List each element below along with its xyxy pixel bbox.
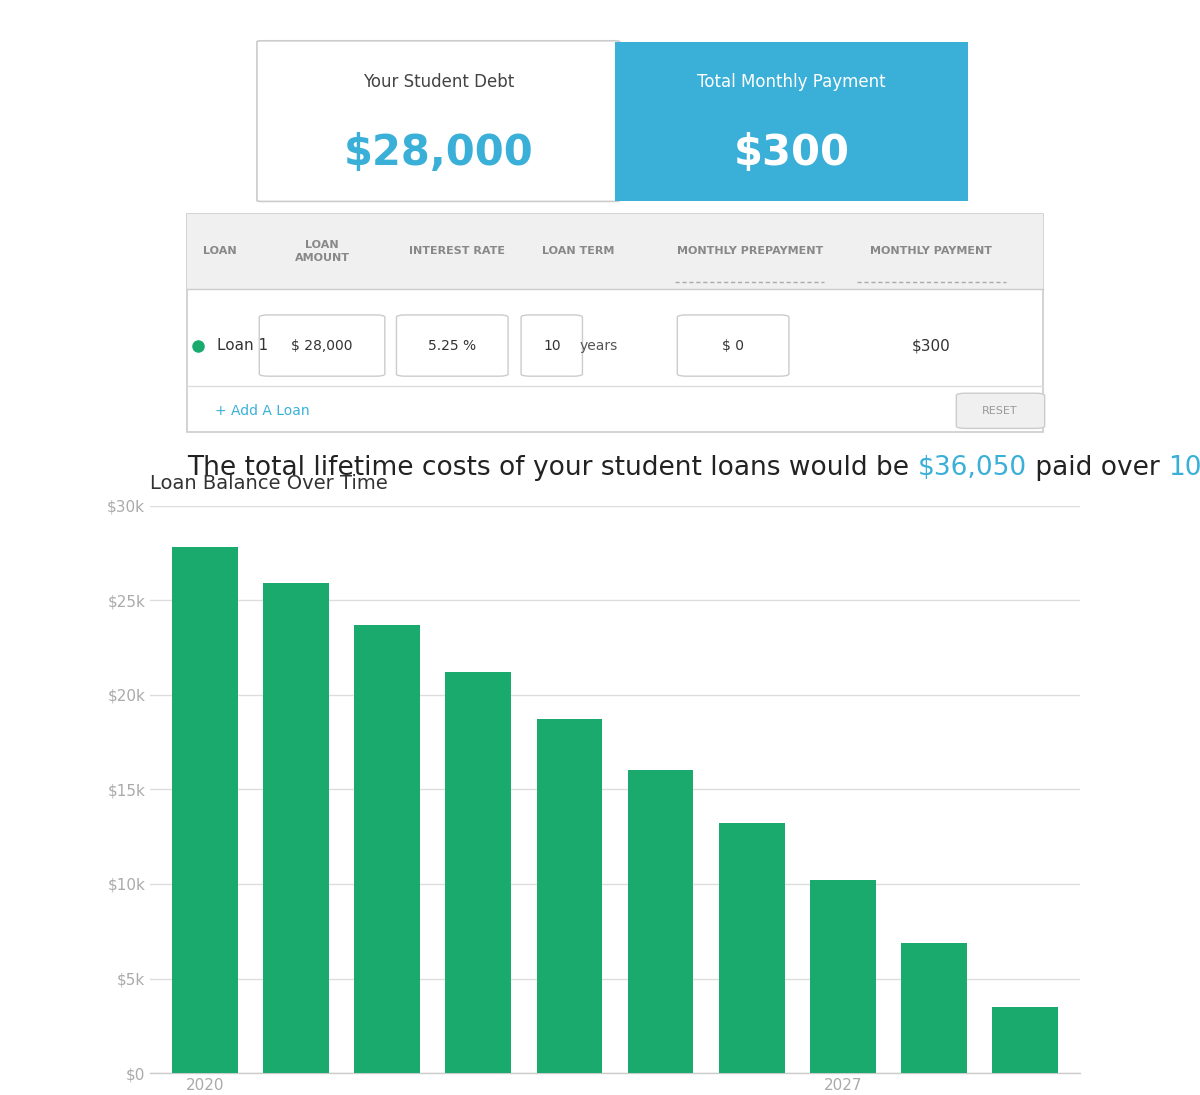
Text: 10: 10 (542, 338, 560, 353)
FancyBboxPatch shape (257, 41, 619, 201)
FancyBboxPatch shape (259, 315, 385, 377)
Text: MONTHLY PREPAYMENT: MONTHLY PREPAYMENT (677, 246, 823, 256)
Text: MONTHLY PAYMENT: MONTHLY PAYMENT (870, 246, 992, 256)
Text: Total Monthly Payment: Total Monthly Payment (697, 73, 886, 91)
Bar (187, 214, 1043, 289)
Bar (901, 943, 967, 1073)
Text: INTEREST RATE: INTEREST RATE (409, 246, 505, 256)
Text: + Add A Loan: + Add A Loan (215, 404, 310, 418)
Text: The total lifetime costs of your student loans would be: The total lifetime costs of your student… (187, 454, 918, 481)
FancyBboxPatch shape (521, 315, 582, 377)
Text: paid over: paid over (1027, 454, 1168, 481)
Text: LOAN TERM: LOAN TERM (541, 246, 614, 256)
Text: $28,000: $28,000 (343, 131, 533, 174)
Text: LOAN: LOAN (203, 246, 236, 256)
Text: LOAN
AMOUNT: LOAN AMOUNT (294, 240, 349, 263)
Text: Loan Balance Over Time: Loan Balance Over Time (150, 474, 388, 493)
Text: 10: 10 (1168, 454, 1200, 481)
Bar (616, 42, 968, 200)
Bar (172, 548, 238, 1073)
Text: years: years (580, 338, 618, 353)
Text: RESET: RESET (983, 406, 1018, 416)
Bar (810, 880, 876, 1073)
Text: $300: $300 (912, 338, 950, 353)
Text: $ 0: $ 0 (722, 338, 744, 353)
Text: $ 28,000: $ 28,000 (292, 338, 353, 353)
Bar (445, 672, 511, 1073)
Text: $36,050: $36,050 (918, 454, 1027, 481)
FancyBboxPatch shape (956, 393, 1045, 428)
Bar (263, 584, 329, 1073)
Bar (354, 625, 420, 1073)
Bar (536, 719, 602, 1073)
Text: Your Student Debt: Your Student Debt (362, 73, 514, 91)
Text: $300: $300 (733, 131, 850, 174)
Bar (719, 823, 785, 1073)
Bar (628, 771, 694, 1073)
Text: Loan 1: Loan 1 (217, 338, 268, 353)
FancyBboxPatch shape (396, 315, 508, 377)
Bar (992, 1007, 1058, 1073)
Text: 5.25 %: 5.25 % (428, 338, 476, 353)
FancyBboxPatch shape (677, 315, 788, 377)
